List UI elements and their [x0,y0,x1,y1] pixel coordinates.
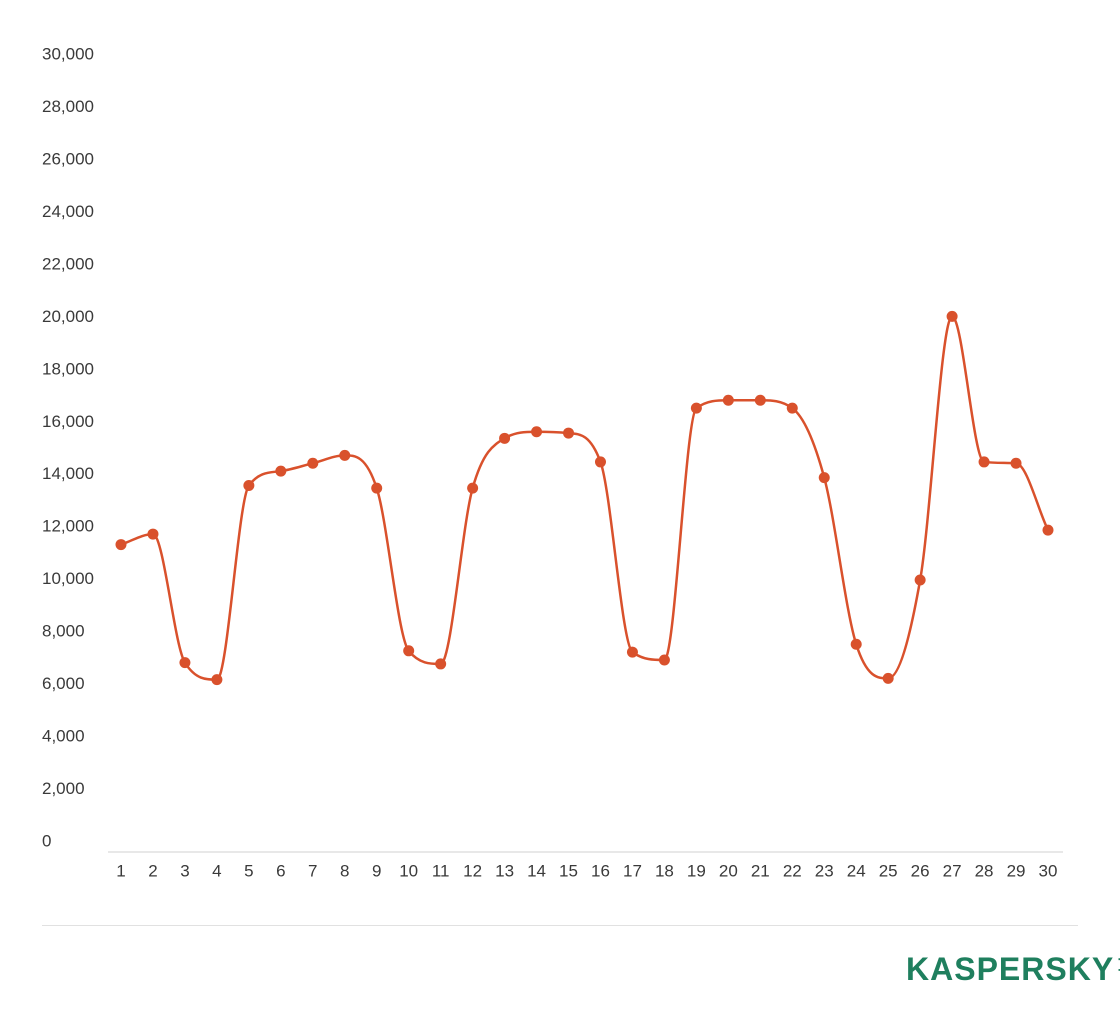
x-tick-label: 27 [943,862,962,881]
x-tick-label: 24 [847,862,866,881]
data-point-21 [754,394,766,406]
x-tick-label: 13 [495,862,514,881]
data-point-22 [786,402,798,414]
x-tick-label: 8 [340,862,349,881]
data-point-25 [882,672,894,684]
y-tick-label: 20,000 [42,307,94,326]
x-tick-label: 9 [372,862,381,881]
y-tick-label: 12,000 [42,517,94,536]
x-tick-label: 20 [719,862,738,881]
y-tick-label: 0 [42,832,51,851]
x-tick-label: 15 [559,862,578,881]
data-point-10 [403,645,415,657]
data-point-19 [690,402,702,414]
y-tick-label: 30,000 [42,45,94,64]
kaspersky-lab-logo: KASPERSKY lab [906,950,1120,990]
x-tick-label: 3 [180,862,189,881]
data-point-5 [243,480,255,492]
x-tick-label: 12 [463,862,482,881]
x-tick-label: 18 [655,862,674,881]
data-point-8 [339,449,351,461]
data-point-4 [211,674,223,686]
data-point-18 [658,654,670,666]
y-tick-label: 28,000 [42,97,94,116]
data-points [115,310,1054,686]
x-axis-ticks: 1 2 3 4 5 6 7 8 9 10 11 12 13 14 15 16 17 18 19 20 21 22 23 24 2… [116,862,1057,881]
data-point-23 [818,472,830,484]
x-tick-label: 6 [276,862,285,881]
data-point-16 [594,456,606,468]
x-tick-label: 1 [116,862,125,881]
data-point-24 [850,638,862,650]
y-tick-label: 22,000 [42,254,94,273]
y-tick-label: 2,000 [42,779,85,798]
x-tick-label: 30 [1039,862,1058,881]
data-point-28 [978,456,990,468]
data-point-14 [531,426,543,438]
y-tick-label: 4,000 [42,727,85,746]
x-tick-label: 4 [212,862,221,881]
data-point-9 [371,482,383,494]
y-tick-label: 10,000 [42,569,94,588]
y-tick-label: 26,000 [42,149,94,168]
data-point-7 [307,457,319,469]
data-point-1 [115,539,127,551]
x-tick-label: 23 [815,862,834,881]
y-tick-label: 18,000 [42,359,94,378]
x-tick-label: 10 [399,862,418,881]
x-tick-label: 17 [623,862,642,881]
data-point-15 [563,427,575,439]
x-tick-label: 29 [1007,862,1026,881]
y-tick-label: 8,000 [42,622,85,641]
data-point-6 [275,465,287,477]
data-point-12 [467,482,479,494]
logo-wordmark: KASPERSKY [906,951,1115,987]
data-point-29 [1010,457,1022,469]
x-tick-label: 21 [751,862,770,881]
y-tick-label: 6,000 [42,674,85,693]
x-tick-label: 25 [879,862,898,881]
y-tick-label: 24,000 [42,202,94,221]
data-point-2 [147,528,159,540]
data-point-30 [1042,524,1054,536]
x-tick-label: 2 [148,862,157,881]
y-axis-ticks: 0 2,000 4,000 6,000 8,000 10,000 12,000 14,000 1… [42,45,94,851]
x-tick-label: 5 [244,862,253,881]
data-point-13 [499,432,511,444]
y-tick-label: 16,000 [42,412,94,431]
data-point-20 [722,394,734,406]
y-tick-label: 14,000 [42,464,94,483]
x-tick-label: 16 [591,862,610,881]
data-point-26 [914,574,926,586]
data-point-11 [435,658,447,670]
series-line [120,315,1050,681]
x-tick-label: 26 [911,862,930,881]
data-point-3 [179,657,191,669]
x-tick-label: 11 [432,862,450,881]
x-tick-label: 19 [687,862,706,881]
footer-divider [42,925,1078,926]
x-tick-label: 14 [527,862,546,881]
data-point-17 [626,646,638,658]
x-tick-label: 28 [975,862,994,881]
x-tick-label: 22 [783,862,802,881]
data-point-27 [946,310,958,322]
x-tick-label: 7 [308,862,317,881]
